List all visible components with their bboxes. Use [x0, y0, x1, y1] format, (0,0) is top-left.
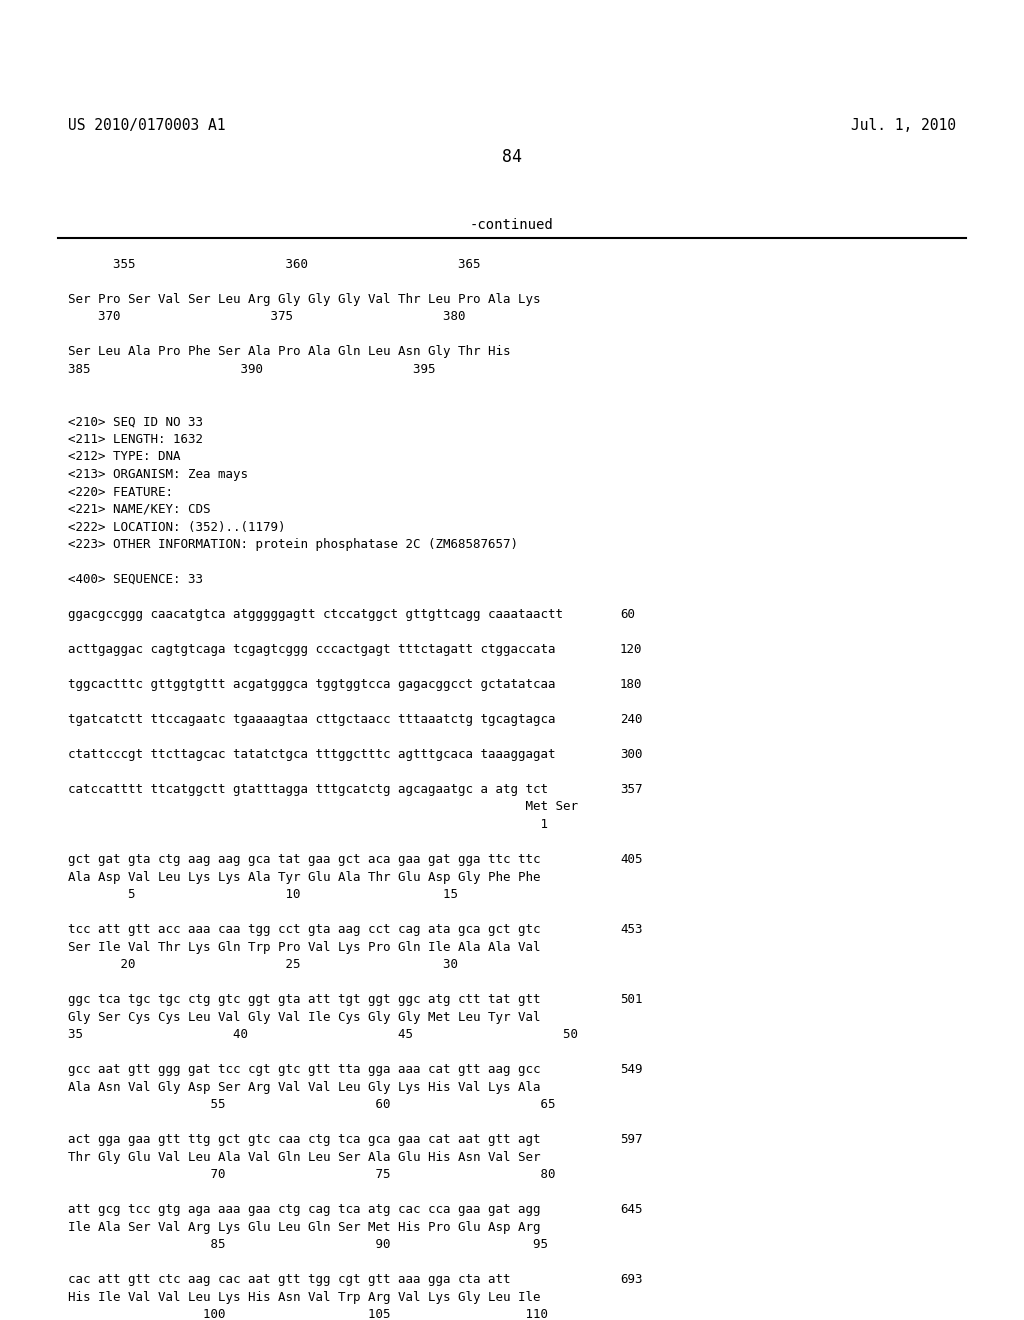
Text: 1: 1	[68, 818, 548, 832]
Text: 100                   105                  110: 100 105 110	[68, 1308, 548, 1320]
Text: att gcg tcc gtg aga aaa gaa ctg cag tca atg cac cca gaa gat agg: att gcg tcc gtg aga aaa gaa ctg cag tca …	[68, 1203, 541, 1216]
Text: <211> LENGTH: 1632: <211> LENGTH: 1632	[68, 433, 203, 446]
Text: His Ile Val Val Leu Lys His Asn Val Trp Arg Val Lys Gly Leu Ile: His Ile Val Val Leu Lys His Asn Val Trp …	[68, 1291, 541, 1304]
Text: Ile Ala Ser Val Arg Lys Glu Leu Gln Ser Met His Pro Glu Asp Arg: Ile Ala Ser Val Arg Lys Glu Leu Gln Ser …	[68, 1221, 541, 1233]
Text: tggcactttc gttggtgttt acgatgggca tggtggtcca gagacggcct gctatatcaa: tggcactttc gttggtgttt acgatgggca tggtggt…	[68, 678, 555, 690]
Text: 453: 453	[620, 923, 642, 936]
Text: 355                    360                    365: 355 360 365	[68, 257, 480, 271]
Text: ggc tca tgc tgc ctg gtc ggt gta att tgt ggt ggc atg ctt tat gtt: ggc tca tgc tgc ctg gtc ggt gta att tgt …	[68, 993, 541, 1006]
Text: 370                    375                    380: 370 375 380	[68, 310, 466, 323]
Text: gcc aat gtt ggg gat tcc cgt gtc gtt tta gga aaa cat gtt aag gcc: gcc aat gtt ggg gat tcc cgt gtc gtt tta …	[68, 1063, 541, 1076]
Text: catccatttt ttcatggctt gtatttagga tttgcatctg agcagaatgc a atg tct: catccatttt ttcatggctt gtatttagga tttgcat…	[68, 783, 548, 796]
Text: <400> SEQUENCE: 33: <400> SEQUENCE: 33	[68, 573, 203, 586]
Text: Ser Pro Ser Val Ser Leu Arg Gly Gly Gly Val Thr Leu Pro Ala Lys: Ser Pro Ser Val Ser Leu Arg Gly Gly Gly …	[68, 293, 541, 306]
Text: tgatcatctt ttccagaatc tgaaaagtaa cttgctaacc tttaaatctg tgcagtagca: tgatcatctt ttccagaatc tgaaaagtaa cttgcta…	[68, 713, 555, 726]
Text: 35                    40                    45                    50: 35 40 45 50	[68, 1028, 578, 1041]
Text: 84: 84	[502, 148, 522, 166]
Text: 385                    390                    395: 385 390 395	[68, 363, 435, 376]
Text: <220> FEATURE:: <220> FEATURE:	[68, 486, 173, 499]
Text: Gly Ser Cys Cys Leu Val Gly Val Ile Cys Gly Gly Met Leu Tyr Val: Gly Ser Cys Cys Leu Val Gly Val Ile Cys …	[68, 1011, 541, 1023]
Text: 60: 60	[620, 609, 635, 620]
Text: Ser Ile Val Thr Lys Gln Trp Pro Val Lys Pro Gln Ile Ala Ala Val: Ser Ile Val Thr Lys Gln Trp Pro Val Lys …	[68, 940, 541, 953]
Text: Jul. 1, 2010: Jul. 1, 2010	[851, 117, 956, 133]
Text: 645: 645	[620, 1203, 642, 1216]
Text: Ala Asp Val Leu Lys Lys Ala Tyr Glu Ala Thr Glu Asp Gly Phe Phe: Ala Asp Val Leu Lys Lys Ala Tyr Glu Ala …	[68, 870, 541, 883]
Text: 180: 180	[620, 678, 642, 690]
Text: 20                    25                   30: 20 25 30	[68, 958, 458, 972]
Text: 240: 240	[620, 713, 642, 726]
Text: US 2010/0170003 A1: US 2010/0170003 A1	[68, 117, 225, 133]
Text: 5                    10                   15: 5 10 15	[68, 888, 458, 902]
Text: <210> SEQ ID NO 33: <210> SEQ ID NO 33	[68, 416, 203, 429]
Text: Met Ser: Met Ser	[68, 800, 578, 813]
Text: 693: 693	[620, 1272, 642, 1286]
Text: <212> TYPE: DNA: <212> TYPE: DNA	[68, 450, 180, 463]
Text: 549: 549	[620, 1063, 642, 1076]
Text: 300: 300	[620, 748, 642, 762]
Text: 597: 597	[620, 1133, 642, 1146]
Text: 55                    60                    65: 55 60 65	[68, 1098, 555, 1111]
Text: <223> OTHER INFORMATION: protein phosphatase 2C (ZM68587657): <223> OTHER INFORMATION: protein phospha…	[68, 539, 518, 550]
Text: <221> NAME/KEY: CDS: <221> NAME/KEY: CDS	[68, 503, 211, 516]
Text: 501: 501	[620, 993, 642, 1006]
Text: Ala Asn Val Gly Asp Ser Arg Val Val Leu Gly Lys His Val Lys Ala: Ala Asn Val Gly Asp Ser Arg Val Val Leu …	[68, 1081, 541, 1093]
Text: <213> ORGANISM: Zea mays: <213> ORGANISM: Zea mays	[68, 469, 248, 480]
Text: 405: 405	[620, 853, 642, 866]
Text: cac att gtt ctc aag cac aat gtt tgg cgt gtt aaa gga cta att: cac att gtt ctc aag cac aat gtt tgg cgt …	[68, 1272, 511, 1286]
Text: ggacgccggg caacatgtca atgggggagtt ctccatggct gttgttcagg caaataactt: ggacgccggg caacatgtca atgggggagtt ctccat…	[68, 609, 563, 620]
Text: gct gat gta ctg aag aag gca tat gaa gct aca gaa gat gga ttc ttc: gct gat gta ctg aag aag gca tat gaa gct …	[68, 853, 541, 866]
Text: 70                    75                    80: 70 75 80	[68, 1168, 555, 1181]
Text: Ser Leu Ala Pro Phe Ser Ala Pro Ala Gln Leu Asn Gly Thr His: Ser Leu Ala Pro Phe Ser Ala Pro Ala Gln …	[68, 346, 511, 359]
Text: Thr Gly Glu Val Leu Ala Val Gln Leu Ser Ala Glu His Asn Val Ser: Thr Gly Glu Val Leu Ala Val Gln Leu Ser …	[68, 1151, 541, 1163]
Text: act gga gaa gtt ttg gct gtc caa ctg tca gca gaa cat aat gtt agt: act gga gaa gtt ttg gct gtc caa ctg tca …	[68, 1133, 541, 1146]
Text: 357: 357	[620, 783, 642, 796]
Text: 120: 120	[620, 643, 642, 656]
Text: tcc att gtt acc aaa caa tgg cct gta aag cct cag ata gca gct gtc: tcc att gtt acc aaa caa tgg cct gta aag …	[68, 923, 541, 936]
Text: -continued: -continued	[470, 218, 554, 232]
Text: <222> LOCATION: (352)..(1179): <222> LOCATION: (352)..(1179)	[68, 520, 286, 533]
Text: ctattcccgt ttcttagcac tatatctgca tttggctttc agtttgcaca taaaggagat: ctattcccgt ttcttagcac tatatctgca tttggct…	[68, 748, 555, 762]
Text: 85                    90                   95: 85 90 95	[68, 1238, 548, 1251]
Text: acttgaggac cagtgtcaga tcgagtcggg cccactgagt tttctagatt ctggaccata: acttgaggac cagtgtcaga tcgagtcggg cccactg…	[68, 643, 555, 656]
